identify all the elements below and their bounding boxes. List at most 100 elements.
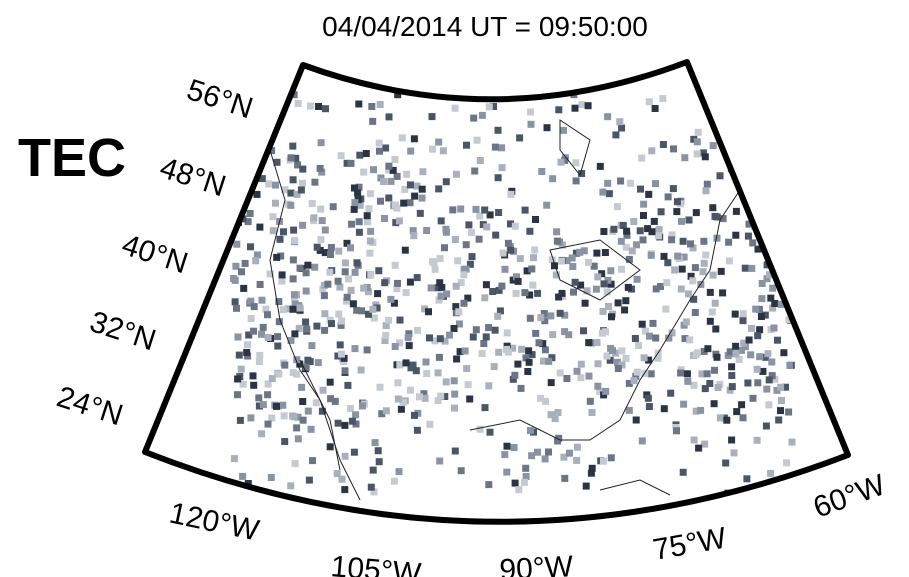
tec-pixel [397,317,404,324]
tec-pixel [257,281,264,288]
tec-pixel [465,221,472,228]
tec-pixel [599,189,606,196]
tec-pixel [411,193,418,200]
tec-pixel [517,255,524,262]
tec-pixel [646,98,653,105]
tec-pixel [652,335,659,342]
tec-pixel [476,213,483,220]
tec-pixel [570,289,577,296]
tec-pixel [537,314,544,321]
tec-pixel [764,350,771,357]
tec-pixel [518,385,525,392]
longitude-label: 90°W [499,550,575,577]
tec-pixel [295,435,302,442]
tec-pixel [552,415,559,422]
tec-pixel [455,308,462,315]
tec-pixel [608,454,615,461]
tec-pixel [555,409,562,416]
tec-pixel [359,402,366,409]
tec-pixel [354,259,361,266]
tec-pixel [299,398,306,405]
tec-pixel [767,470,774,477]
tec-pixel [538,168,545,175]
tec-pixel [355,101,362,108]
tec-pixel [292,460,299,467]
tec-pixel [482,404,489,411]
tec-pixel [684,370,691,377]
tec-pixel [740,317,747,324]
tec-pixel [402,247,409,254]
tec-pixel [695,445,702,452]
tec-pixel [268,474,275,481]
tec-pixel [451,405,458,412]
tec-pixel [315,103,322,110]
tec-pixel [763,230,770,237]
gulf-east-coast [470,190,740,440]
tec-pixel [486,103,493,110]
tec-pixel [726,143,733,150]
tec-pixel [780,208,787,215]
tec-pixel [774,337,781,344]
tec-pixel [463,142,470,149]
tec-pixel [247,414,254,421]
cuba [600,480,670,495]
latitude-label: 56°N [183,73,257,125]
tec-pixel [479,112,486,119]
tec-pixel [771,183,778,190]
tec-pixel [710,272,717,279]
tec-pixel [631,377,638,384]
tec-pixel [291,330,298,337]
tec-pixel [348,160,355,167]
tec-pixel [588,470,595,477]
tec-pixel [573,457,580,464]
tec-pixel [382,332,389,339]
tec-pixel [521,289,528,296]
tec-pixel [279,402,286,409]
tec-pixel [731,449,738,456]
tec-pixel [645,191,652,198]
tec-pixel [729,383,736,390]
tec-pixel [250,382,257,389]
tec-pixel [380,178,387,185]
tec-pixel [572,105,579,112]
tec-pixel [318,139,325,146]
tec-pixel [369,118,376,125]
longitude-label: 105°W [329,550,423,577]
tec-pixel [309,200,316,207]
latitude-label: 40°N [118,228,192,280]
tec-pixel [505,349,512,356]
tec-pixel [352,345,359,352]
tec-pixel [702,153,709,160]
tec-pixel [306,477,313,484]
tec-pixel [259,297,266,304]
tec-pixel [617,178,624,185]
tec-pixel [618,238,625,245]
tec-pixel [593,286,600,293]
tec-pixel [693,351,700,358]
tec-pixel [244,341,251,348]
tec-pixel [338,351,345,358]
latitude-label: 24°N [53,380,127,432]
tec-pixel [473,206,480,213]
tec-pixel [451,325,458,332]
tec-pixel [634,276,641,283]
tec-pixel [366,250,373,257]
tec-pixel [664,259,671,266]
tec-pixel [635,342,642,349]
tec-pixel [594,383,601,390]
tec-pixel [376,148,383,155]
tec-pixel [235,334,242,341]
tec-pixel [589,409,596,416]
tec-pixel [290,256,297,263]
tec-pixel [280,306,287,313]
tec-pixel [547,312,554,319]
tec-pixel [527,315,534,322]
tec-pixel [558,159,565,166]
tec-pixel [299,166,306,173]
tec-pixel [429,146,436,153]
tec-pixel [326,269,333,276]
tec-pixel [342,453,349,460]
tec-pixel [786,362,793,369]
tec-pixel [784,232,791,239]
tec-pixel [476,236,483,243]
